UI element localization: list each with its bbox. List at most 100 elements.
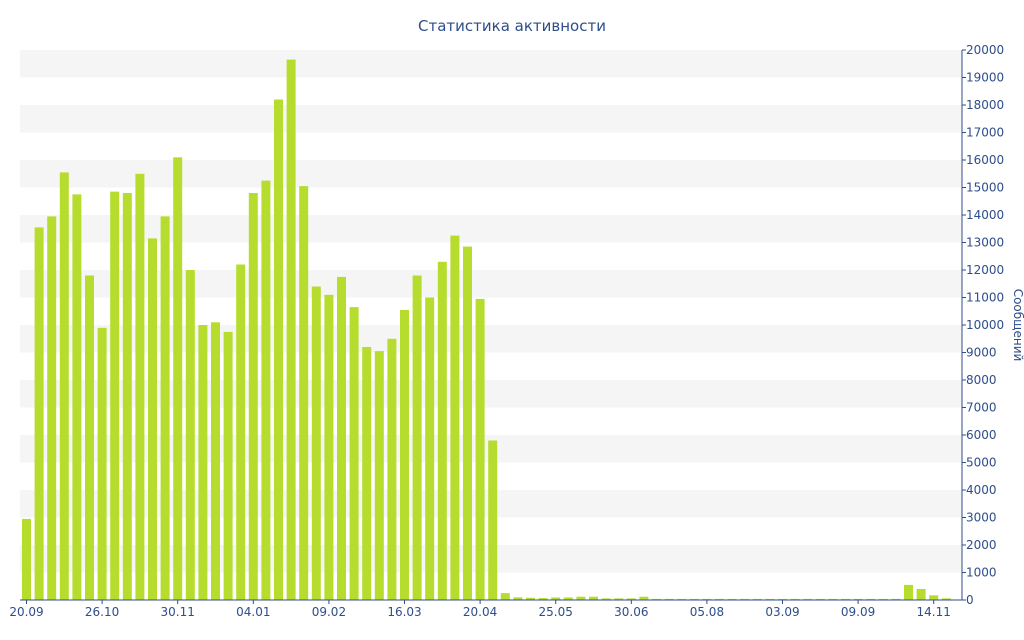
bar bbox=[614, 598, 624, 600]
bar bbox=[59, 172, 69, 600]
bar bbox=[904, 584, 913, 600]
y-tick-label: 10000 bbox=[966, 318, 1004, 332]
bar bbox=[589, 596, 598, 600]
y-tick-label: 6000 bbox=[966, 428, 997, 442]
grid-band bbox=[20, 160, 962, 188]
x-tick-label: 14.11 bbox=[917, 605, 951, 619]
y-tick-label: 8000 bbox=[966, 373, 997, 387]
x-tick-label: 09.02 bbox=[312, 605, 346, 619]
bar bbox=[752, 598, 762, 600]
bar bbox=[337, 276, 346, 600]
bar bbox=[853, 598, 863, 600]
bar bbox=[626, 598, 636, 600]
bar bbox=[929, 595, 939, 600]
bar bbox=[727, 598, 737, 600]
bar bbox=[526, 597, 535, 600]
bar bbox=[135, 173, 145, 601]
y-tick-label: 14000 bbox=[966, 208, 1004, 222]
bar bbox=[702, 598, 712, 600]
x-tick-label: 25.05 bbox=[539, 605, 573, 619]
bar bbox=[463, 246, 472, 600]
bar bbox=[400, 309, 409, 600]
bar bbox=[891, 598, 901, 600]
bar bbox=[500, 593, 510, 600]
bar bbox=[122, 193, 132, 600]
bar bbox=[803, 598, 813, 600]
bar bbox=[677, 598, 687, 600]
y-tick-label: 4000 bbox=[966, 483, 997, 497]
bar bbox=[349, 307, 359, 600]
bar bbox=[223, 331, 233, 600]
bar bbox=[941, 598, 951, 600]
grid-band bbox=[20, 50, 962, 78]
bar bbox=[639, 596, 649, 600]
bar bbox=[828, 598, 838, 600]
y-tick-label: 3000 bbox=[966, 511, 997, 525]
bar bbox=[425, 297, 435, 600]
y-tick-label: 12000 bbox=[966, 263, 1004, 277]
y-tick-label: 18000 bbox=[966, 98, 1004, 112]
x-tick-label: 16.03 bbox=[387, 605, 421, 619]
bar bbox=[97, 327, 107, 601]
bar bbox=[299, 186, 309, 600]
bar bbox=[740, 598, 750, 600]
y-tick-label: 17000 bbox=[966, 126, 1004, 140]
y-tick-label: 5000 bbox=[966, 456, 997, 470]
bar bbox=[778, 598, 787, 600]
x-tick-label: 05.08 bbox=[690, 605, 724, 619]
bar bbox=[576, 596, 586, 600]
bar bbox=[450, 235, 460, 600]
bar bbox=[72, 194, 82, 600]
x-tick-label: 30.11 bbox=[161, 605, 195, 619]
bar bbox=[652, 598, 661, 600]
bar bbox=[47, 216, 57, 600]
bars bbox=[22, 59, 951, 601]
bar bbox=[148, 238, 157, 600]
bar bbox=[437, 261, 447, 601]
bar bbox=[311, 286, 321, 600]
bar bbox=[185, 270, 195, 600]
bar bbox=[664, 598, 674, 600]
bar bbox=[324, 294, 334, 601]
y-axis-title: Сообщений bbox=[1011, 289, 1024, 362]
bar bbox=[387, 338, 397, 601]
x-tick-label: 30.06 bbox=[614, 605, 648, 619]
bar bbox=[815, 598, 825, 600]
y-tick-label: 1000 bbox=[966, 566, 997, 580]
y-tick-label: 19000 bbox=[966, 71, 1004, 85]
bar bbox=[362, 347, 372, 600]
bar bbox=[211, 322, 220, 601]
y-tick-label: 20000 bbox=[966, 43, 1004, 57]
bar bbox=[551, 597, 561, 600]
x-tick-labels: 20.09 26.10 30.11 04.01 09.02 16.03 20.04 25.05… bbox=[9, 600, 951, 619]
y-tick-label: 9000 bbox=[966, 346, 997, 360]
bar bbox=[689, 598, 699, 600]
bar bbox=[160, 216, 170, 600]
grid-band bbox=[20, 105, 962, 133]
bar bbox=[85, 275, 94, 600]
x-tick-label: 20.09 bbox=[9, 605, 43, 619]
x-tick-label: 04.01 bbox=[236, 605, 270, 619]
bar bbox=[286, 59, 296, 601]
bar bbox=[248, 193, 258, 600]
bar bbox=[715, 598, 724, 600]
y-tick-label: 0 bbox=[966, 593, 974, 607]
y-tick-label: 13000 bbox=[966, 236, 1004, 250]
y-tick-label: 15000 bbox=[966, 181, 1004, 195]
bar bbox=[475, 298, 485, 600]
chart-title: Статистика активности bbox=[418, 17, 606, 35]
bar bbox=[274, 99, 283, 600]
bar bbox=[173, 157, 183, 601]
y-tick-label: 2000 bbox=[966, 538, 997, 552]
bar bbox=[765, 598, 775, 600]
bar bbox=[841, 598, 850, 600]
y-tick-label: 11000 bbox=[966, 291, 1004, 305]
bar bbox=[488, 440, 498, 600]
bar bbox=[601, 598, 611, 600]
bar bbox=[790, 598, 800, 600]
bar bbox=[513, 597, 523, 601]
bar bbox=[110, 191, 120, 600]
bar bbox=[261, 180, 271, 600]
